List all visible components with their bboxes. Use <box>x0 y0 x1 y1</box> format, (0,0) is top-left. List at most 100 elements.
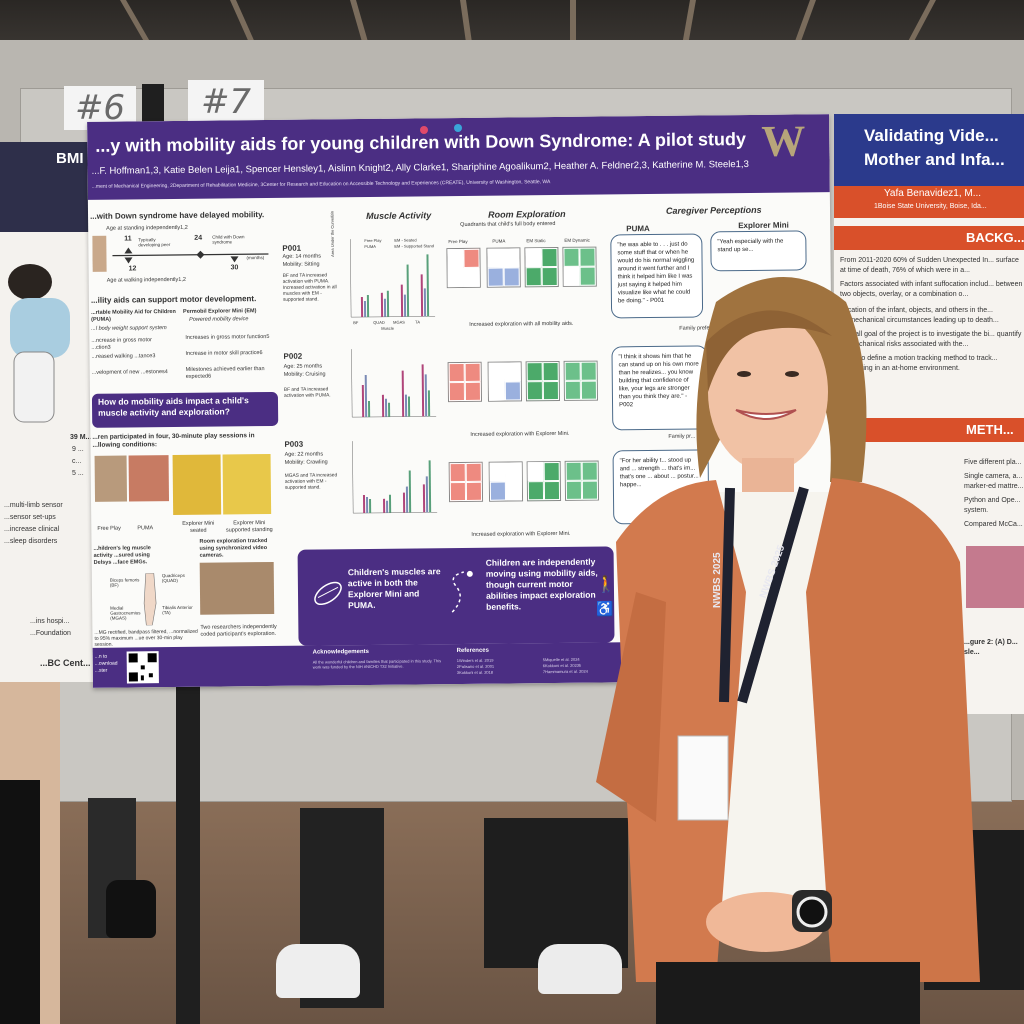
acknowledgements-text: All the wonderful children and families … <box>312 658 442 670</box>
muscle-label: Biceps femoris (BF) <box>109 577 140 588</box>
condition-label: Explorer Mini supported standing <box>225 520 273 534</box>
methods-heading: ...ren participated in four, 30-minute p… <box>92 432 255 449</box>
exploration-grid <box>486 247 521 288</box>
background-person-shoe <box>276 944 360 998</box>
participant-age: Age: 22 months <box>284 451 324 458</box>
background-person-leg <box>484 818 628 968</box>
chart-legend-item: PUMA <box>364 243 376 250</box>
puma-point: ...velopment of new ...estones4 <box>91 369 168 376</box>
left-poster-text: 9 ... <box>72 446 84 453</box>
exploration-grid <box>526 460 562 502</box>
timeline-bottom-label: Age at walking independently1,2 <box>106 276 186 284</box>
right-poster-author: Yafa Benavidez1, M... <box>884 188 982 199</box>
right-poster-author-band <box>834 186 1024 218</box>
push-pin <box>454 124 462 132</box>
reference-item: 3Kokkoni et al. 2018 <box>456 669 494 676</box>
milestone-timeline <box>92 235 269 272</box>
exploration-grid <box>447 361 483 403</box>
exploration-grid <box>487 361 523 402</box>
caregiver-col-label: Explorer Mini <box>738 220 789 231</box>
leg-muscle-diagram <box>143 573 157 626</box>
poster-footer: ...n to ...ownload ...ster Acknowledgeme… <box>92 640 835 688</box>
muscle-chart-p001 <box>350 239 436 318</box>
room-method-heading: Room exploration tracked using synchroni… <box>199 538 268 559</box>
chart-y-axis-label: Area Under the Curve/Bin <box>329 211 335 257</box>
grid-label: EM Dynamic <box>564 237 590 243</box>
reference-item: 5Miquelle et al. 2024 <box>542 656 580 663</box>
conclusion-text: Children are independently moving using … <box>485 556 598 612</box>
puma-point: ...reased walking ...tance3 <box>91 353 156 360</box>
participant-id: P002 <box>283 351 303 361</box>
background-person-shoe <box>106 880 156 938</box>
left-poster-text: ...Foundation <box>30 630 71 637</box>
reference-item: 2Palisano et al. 2001 <box>456 663 495 670</box>
method-figure-image <box>966 546 1024 608</box>
room-result-note: Increased exploration with all mobility … <box>469 320 574 328</box>
timeline-label: 24 <box>194 234 203 242</box>
exploration-grid <box>524 246 559 288</box>
board-number-tag: #7 <box>188 80 264 126</box>
condition-photo <box>128 455 170 502</box>
method-bullet: Five different pla... <box>964 459 1022 466</box>
participant-note: MGAS and TA increased activation with EM… <box>284 473 338 491</box>
qr-code <box>126 651 159 684</box>
participant-id: P003 <box>284 439 304 449</box>
room-exploration-subheading: Quadrants that child's full body entered <box>460 221 556 228</box>
room-result-note: Increased exploration with Explorer Mini… <box>471 530 571 538</box>
condition-label: PUMA <box>137 525 154 532</box>
method-bullet: Compared McCa... <box>964 521 1023 528</box>
grid-label: EM Static <box>526 238 546 244</box>
conclusions-banner: Children's muscles are active in both th… <box>297 546 615 646</box>
left-poster-title: BMI <box>56 150 84 167</box>
background-section-band: BACKG... <box>834 226 1024 250</box>
participant-note: BF and TA increased activation with PUMA… <box>282 273 337 303</box>
footsteps-path-icon <box>451 570 473 613</box>
puma-subtitle: ...l body weight support system <box>91 325 167 332</box>
left-poster-text: 5 ... <box>72 470 84 477</box>
section-heading: METH... <box>966 422 1014 437</box>
left-poster-text: ...sensor set-ups <box>4 514 56 521</box>
timeline-note: Typically developing peer <box>138 237 171 248</box>
muscle-method-note: ...MG rectified, bandpass filtered, ...n… <box>94 628 198 648</box>
room-method-note: Two researchers independently coded part… <box>200 623 277 638</box>
condition-photo <box>222 453 272 515</box>
board-stand-leg <box>176 680 200 1024</box>
poster-authors: ...F. Hoffman1,3, Katie Belen Leija1, Sp… <box>91 158 749 177</box>
background-bullet: Factors associated with infant suffocati… <box>840 281 1023 298</box>
right-poster-title-line: Mother and Infa... <box>864 150 1005 169</box>
room-result-note: Increased exploration with Explorer Mini… <box>470 430 570 438</box>
background-person-shoe <box>538 944 622 994</box>
chart-legend-item: EM - Supported Stand <box>394 243 434 249</box>
exploration-grid <box>448 461 484 503</box>
poster-title: ...y with mobility aids for young childr… <box>95 129 747 156</box>
participant-age: Age: 14 months <box>282 253 322 260</box>
timeline-label: 11 <box>124 235 132 243</box>
timeline-note: Child with Down syndrome <box>212 234 245 245</box>
left-poster-header: BMI <box>0 142 96 232</box>
right-poster-title: Validating Vide... Mother and Infa... <box>864 124 1024 172</box>
muscle-label: Tibialis Anterior (TA) <box>162 604 193 616</box>
muscle-label: Quadriceps (QUAD) <box>161 572 185 584</box>
room-exploration-heading: Room Exploration <box>487 208 566 220</box>
left-poster-logo-text: ...BC Cent... <box>40 658 91 668</box>
grid-label: Free Play <box>448 238 468 245</box>
left-poster-text: ...ins hospi... <box>30 618 70 625</box>
lanyard-text: NWBS 2025 <box>712 552 723 608</box>
university-logo: W <box>761 116 806 166</box>
method-bullet: Single camera, a... marker-ed mattre... <box>964 473 1024 490</box>
muscle-chart-p003 <box>352 441 438 514</box>
left-poster-text: ...sleep disorders <box>4 538 58 545</box>
grid-label: PUMA <box>492 238 506 244</box>
participant-mobility: Mobility: Cruising <box>283 371 326 378</box>
muscle-chart-p002 <box>351 349 437 418</box>
timeline-note: (months) <box>246 255 265 261</box>
caregiver-heading: Caregiver Perceptions <box>665 204 762 216</box>
presenter-person <box>596 277 980 1024</box>
left-poster: BMI 39 M... 9 ... c... 5 ... ...multi-li… <box>0 142 96 682</box>
method-bullet: Python and Ope... system. <box>964 497 1021 514</box>
participant-note: BF and TA increased activation with PUMA… <box>283 387 331 399</box>
background-person-body <box>0 780 40 1024</box>
muscle-method-heading: ...hildren's leg muscle activity ...sure… <box>93 545 151 566</box>
research-question-banner: How do mobility aids impact a child's mu… <box>91 391 279 428</box>
exploration-grid <box>446 247 481 289</box>
